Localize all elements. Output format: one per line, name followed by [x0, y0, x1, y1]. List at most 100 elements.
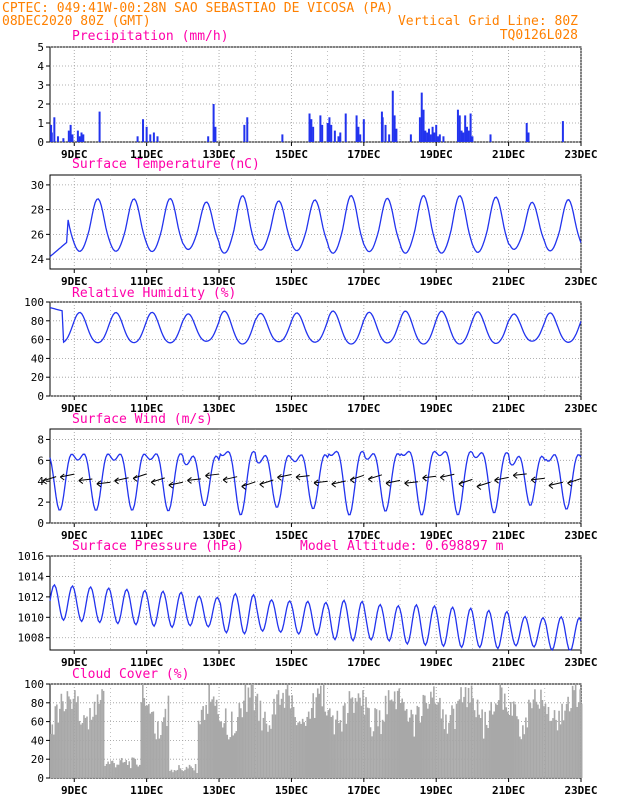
- cloud-cover-bar: [295, 725, 298, 778]
- series-line: [49, 450, 582, 516]
- precip-bar: [409, 134, 412, 142]
- cloud-cover-bar: [86, 716, 88, 778]
- cloud-cover-bar: [344, 703, 346, 778]
- cloud-cover-bar: [246, 711, 248, 778]
- cloud-cover-bar: [366, 707, 369, 778]
- cloud-cover-bar: [464, 687, 467, 778]
- cloud-cover-bar: [95, 714, 97, 778]
- cloud-cover-bar: [479, 718, 482, 778]
- cloud-cover-bar: [233, 733, 236, 778]
- y-tick-label: 100: [24, 296, 44, 309]
- cloud-cover-bar: [357, 693, 360, 778]
- cloud-cover-bar: [436, 704, 438, 778]
- x-tick-label: 15DEC: [275, 402, 308, 415]
- precip-bar: [525, 123, 528, 142]
- x-tick-label: 11DEC: [130, 529, 163, 542]
- x-tick-label: 9DEC: [61, 784, 88, 797]
- cloud-cover-bar: [497, 700, 500, 778]
- cloud-cover-bar: [232, 735, 235, 778]
- cloud-cover-bar: [561, 703, 563, 778]
- header-grid-line: Vertical Grid Line: 80Z: [398, 14, 578, 29]
- header-run-id: TQ0126L028: [500, 28, 578, 43]
- cloud-cover-bar: [517, 719, 520, 778]
- cloud-cover-bar: [119, 760, 121, 778]
- precip-bar: [393, 115, 396, 142]
- series-line: [49, 583, 582, 652]
- cloud-cover-bar: [455, 703, 458, 778]
- cloud-cover-bar: [229, 737, 232, 778]
- cloud-cover-bar: [285, 689, 287, 778]
- cloud-cover-bar: [208, 684, 210, 778]
- cloud-cover-bar: [241, 717, 244, 778]
- cloud-cover-bar: [491, 714, 494, 778]
- panel-3-plot: 0 2 4 6 8 9DEC 11DEC 13DEC 15DEC 17DEC 19DEC 21DEC 2…: [37, 428, 598, 542]
- cloud-cover-bar: [476, 699, 479, 778]
- cloud-cover-bar: [209, 701, 212, 778]
- wind-arrow-head: [187, 477, 192, 484]
- wind-arrow: [404, 481, 419, 484]
- cloud-cover-bar: [151, 711, 153, 778]
- cloud-cover-bar: [392, 701, 394, 778]
- cloud-cover-bar: [131, 757, 134, 778]
- cloud-cover-bar: [381, 719, 384, 778]
- cloud-cover-bar: [525, 717, 527, 778]
- cloud-cover-bar: [74, 690, 76, 778]
- x-tick-label: 23DEC: [564, 402, 597, 415]
- x-tick-label: 15DEC: [275, 275, 308, 288]
- cloud-cover-bar: [359, 697, 361, 778]
- cloud-cover-bar: [312, 693, 315, 778]
- precip-bar: [246, 117, 249, 142]
- cloud-cover-bar: [126, 764, 129, 778]
- cloud-cover-bar: [457, 700, 459, 778]
- cloud-cover-bar: [134, 758, 137, 778]
- temperature-title: Surface Temperature (nC): [72, 157, 260, 172]
- cloud-cover-bar: [402, 702, 405, 778]
- wind-arrow: [60, 473, 75, 478]
- x-tick-label: 13DEC: [202, 275, 235, 288]
- panel-1-plot: 24 26 28 30 9DEC 11DEC 13DEC 15DEC 17DEC 19DEC 21D…: [31, 174, 598, 288]
- cloud-cover-bar: [197, 720, 200, 778]
- cloud-cover-bar: [274, 714, 277, 778]
- cloud-cover-bar: [434, 703, 437, 778]
- wind-arrow: [458, 478, 473, 485]
- cloud-cover-bar: [481, 709, 483, 778]
- wind-arrow: [350, 474, 364, 481]
- cloud-cover-bar: [152, 711, 155, 778]
- x-tick-label: 23DEC: [564, 784, 597, 797]
- cloud-cover-bar: [503, 693, 506, 778]
- cloud-cover-bar: [316, 688, 319, 778]
- cloud-cover-bar: [570, 708, 572, 778]
- cloud-cover-bar: [315, 697, 318, 778]
- cloud-cover-bar: [184, 769, 186, 778]
- cloud-cover-bar: [500, 687, 503, 778]
- x-tick-label: 9DEC: [61, 529, 88, 542]
- cloud-cover-bar: [443, 729, 446, 778]
- header: CPTEC: 049:41W-00:28N SAO SEBASTIAO DE V…: [2, 1, 578, 43]
- cloud-cover-bar: [298, 721, 301, 778]
- cloud-cover-bar: [194, 764, 197, 778]
- cloud-cover-bar: [414, 714, 417, 778]
- cloud-cover-bar: [333, 734, 336, 778]
- cloud-cover-bar: [543, 706, 545, 778]
- cloud-cover-bar: [288, 695, 290, 778]
- cloud-cover-bar: [145, 705, 147, 778]
- cloud-cover-bar: [276, 694, 278, 778]
- cloud-cover-bar: [342, 705, 345, 778]
- cloud-cover-bar: [488, 710, 491, 778]
- cloud-cover-bar: [148, 704, 150, 778]
- cloud-cover-bar: [220, 721, 223, 778]
- cloud-cover-bar: [111, 760, 114, 778]
- cloud-cover-bar: [577, 702, 580, 778]
- cloud-cover-bar: [540, 689, 542, 778]
- cloud-cover-bar: [125, 759, 128, 778]
- cloud-cover-bar: [470, 685, 473, 778]
- cloud-cover-bar: [469, 702, 471, 778]
- wind-arrow-head: [277, 473, 282, 481]
- cloud-cover-bar: [243, 700, 245, 778]
- cloud-cover-bar: [546, 714, 548, 778]
- precip-bar: [344, 113, 347, 142]
- cloud-cover-bar: [273, 698, 275, 778]
- wind-arrow: [168, 481, 183, 486]
- cloud-cover-bar: [445, 714, 447, 778]
- cloud-cover-bar: [421, 716, 423, 778]
